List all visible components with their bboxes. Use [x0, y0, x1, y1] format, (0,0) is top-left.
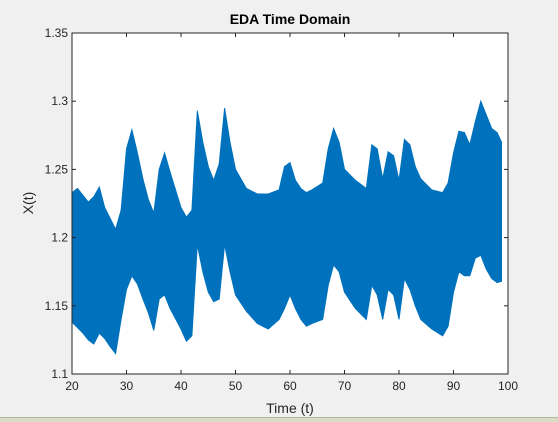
y-axis-label: X(t): [20, 192, 36, 215]
x-axis-label: Time (t): [266, 400, 314, 416]
x-tick-label: 30: [120, 379, 134, 393]
y-tick-label: 1.2: [51, 231, 68, 245]
y-tick-label: 1.35: [45, 26, 69, 40]
eda-signal-band: [71, 99, 502, 355]
x-tick-label: 90: [447, 379, 461, 393]
x-tick-label: 100: [498, 379, 518, 393]
window-bottom-strip: [0, 417, 558, 422]
x-tick-label: 40: [174, 379, 188, 393]
x-tick-label: 80: [392, 379, 406, 393]
y-tick-label: 1.1: [51, 367, 68, 381]
y-tick-label: 1.25: [45, 162, 69, 176]
chart-title: EDA Time Domain: [230, 11, 351, 27]
y-tick-label: 1.3: [51, 94, 68, 108]
x-tick-label: 70: [338, 379, 352, 393]
x-tick-label: 50: [229, 379, 243, 393]
y-tick-label: 1.15: [45, 299, 69, 313]
x-tick-label: 20: [65, 379, 79, 393]
x-tick-label: 60: [283, 379, 297, 393]
y-axis: 1.1 1.15 1.2 1.25 1.3 1.35: [45, 26, 508, 381]
x-axis: 20 30 40 50 60 70 80 90 100: [65, 33, 518, 393]
signal-layer: [71, 99, 502, 355]
